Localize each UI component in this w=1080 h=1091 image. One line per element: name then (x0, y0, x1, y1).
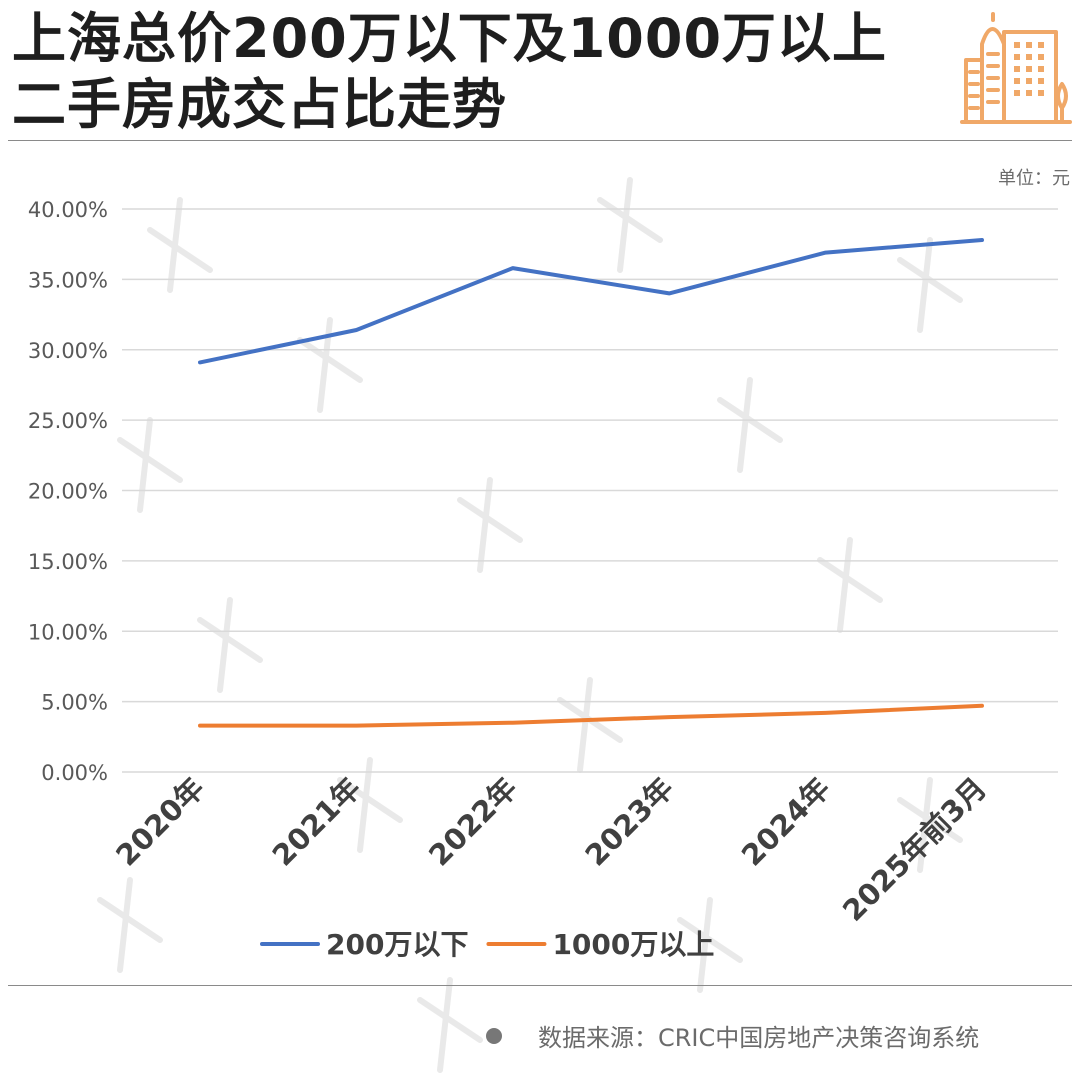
y-tick-label: 0.00% (41, 761, 108, 785)
legend-label: 1000万以上 (552, 928, 714, 961)
y-tick-label: 40.00% (28, 198, 108, 222)
x-tick-label: 2020年 (109, 771, 211, 873)
y-tick-label: 35.00% (28, 268, 108, 292)
data-source: 数据来源：CRIC中国房地产决策咨询系统 (486, 1018, 979, 1053)
gridlines (122, 208, 1058, 773)
bullet-icon (486, 1027, 502, 1044)
x-tick-label: 2022年 (422, 771, 524, 873)
chart-title-line1: 上海总价200万以下及1000万以上 (12, 7, 888, 70)
x-axis-ticks: 2020年 2021年 2022年 2023年 2024年 2025年前3月 (109, 771, 993, 928)
x-tick-label: 2025年前3月 (836, 771, 993, 928)
x-tick-label: 2023年 (579, 771, 681, 873)
legend-label: 200万以下 (326, 928, 468, 961)
y-tick-label: 30.00% (28, 339, 108, 363)
y-tick-label: 25.00% (28, 409, 108, 433)
y-tick-label: 20.00% (28, 480, 108, 504)
footer-divider (8, 985, 1072, 986)
unit-label: 单位：元 (998, 168, 1070, 189)
series-line-1 (198, 238, 984, 365)
chart-title: 上海总价200万以下及1000万以上 二手房成交占比走势 (12, 6, 942, 138)
legend: 200万以下 1000万以上 (260, 928, 714, 961)
line-chart: 0.00% 5.00% 10.00% 15.00% 20.00% 25.00% 30.00%… (28, 198, 1058, 961)
y-axis-ticks: 0.00% 5.00% 10.00% 15.00% 20.00% 25.00% 30.00%… (28, 198, 108, 785)
x-tick-label: 2024年 (735, 771, 837, 873)
x-tick-label: 2021年 (266, 771, 368, 873)
chart-title-line2: 二手房成交占比走势 (12, 73, 507, 136)
y-tick-label: 10.00% (28, 620, 108, 644)
y-tick-label: 15.00% (28, 550, 108, 574)
y-tick-label: 5.00% (41, 691, 108, 715)
series-line-2 (198, 703, 984, 728)
data-source-text: 数据来源：CRIC中国房地产决策咨询系统 (538, 1024, 980, 1052)
city-buildings-icon (960, 12, 1072, 124)
header-divider (8, 140, 1072, 141)
series-lines (198, 238, 984, 728)
